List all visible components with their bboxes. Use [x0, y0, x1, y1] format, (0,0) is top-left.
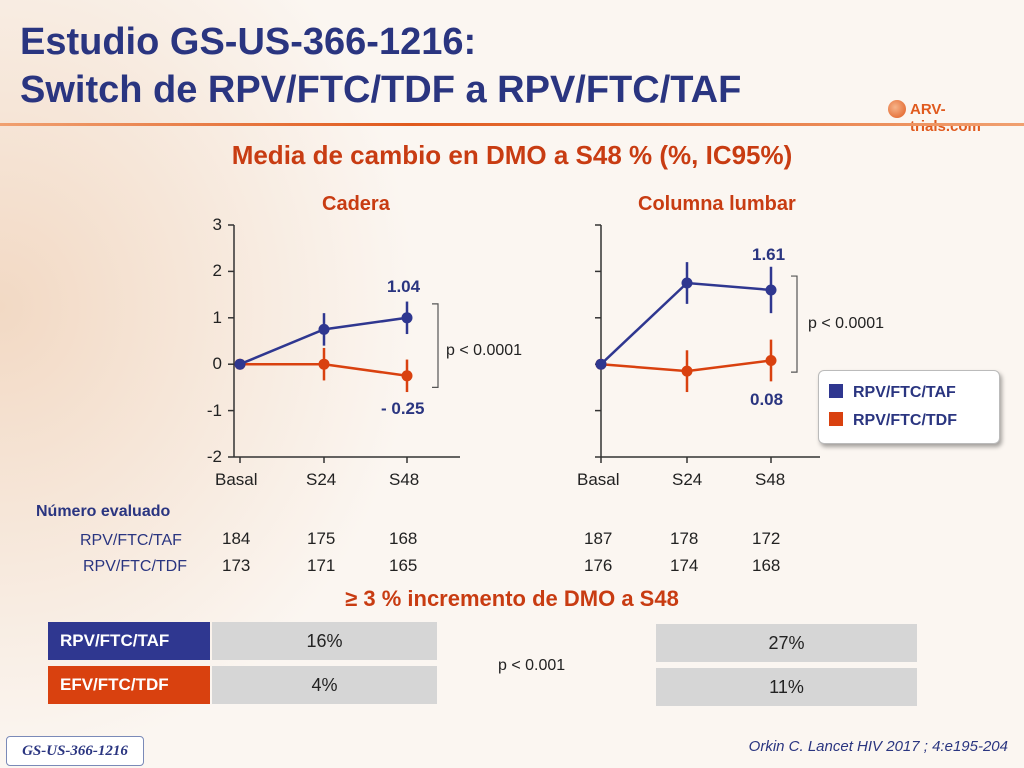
x-tick-lumbar-basal: Basal — [577, 470, 620, 489]
numbers-header: Número evaluado — [36, 503, 171, 520]
legend-item-taf: RPV/FTC/TAF — [829, 384, 956, 402]
data-label-lumbar-tdf: 0.08 — [750, 390, 784, 409]
lumbar-point-tdf — [681, 365, 693, 377]
increment-cadera-efv: 4% — [212, 666, 437, 704]
lumbar-point-taf — [765, 284, 777, 296]
study-badge: GS-US-366-1216 — [6, 736, 144, 766]
pvalue-lumbar: p < 0.0001 — [808, 315, 885, 332]
y-tick-label: 0 — [212, 354, 222, 374]
logo-text: ARV-trials.com — [910, 101, 981, 135]
citation: Orkin C. Lancet HIV 2017 ; 4:e195-204 — [748, 738, 1008, 755]
lumbar-point-taf — [681, 277, 693, 289]
cadera-point-taf — [234, 358, 246, 370]
n-lumbar-taf-basal: 187 — [584, 529, 613, 548]
logo-mark-icon — [888, 100, 906, 118]
increment-row-efv-label: EFV/FTC/TDF — [48, 666, 210, 704]
panel-title-cadera: Cadera — [322, 193, 390, 215]
title-line-1: Estudio GS-US-366-1216: — [20, 21, 477, 63]
title-divider — [0, 123, 1024, 126]
lumbar-point-taf — [595, 358, 607, 370]
increment-title: ≥ 3 % incremento de DMO a S48 — [345, 586, 679, 611]
x-tick-lumbar-s24: S24 — [672, 470, 703, 489]
title-line-2: Switch de RPV/FTC/TDF a RPV/FTC/TAF — [20, 69, 742, 111]
cadera-point-taf — [318, 323, 330, 335]
y-tick-label: 3 — [212, 215, 222, 234]
x-tick-cadera-s24: S24 — [306, 470, 337, 489]
numbers-tdf-label: RPV/FTC/TDF — [83, 558, 187, 575]
lumbar-point-tdf — [765, 354, 777, 366]
arv-trials-logo: ARV-trials.com — [888, 96, 1013, 135]
x-tick-cadera-basal: Basal — [215, 470, 258, 489]
increment-pvalue: p < 0.001 — [498, 657, 566, 674]
data-label-lumbar-taf: 1.61 — [752, 245, 786, 264]
increment-cadera-taf: 16% — [212, 622, 437, 660]
n-cadera-taf-s48: 168 — [389, 529, 418, 548]
n-cadera-tdf-s48: 165 — [389, 556, 418, 575]
cadera-point-taf — [401, 312, 413, 324]
y-tick-label: -1 — [206, 400, 222, 420]
pvalue-cadera: p < 0.0001 — [446, 342, 523, 359]
increment-lumbar-efv: 11% — [656, 668, 917, 706]
data-label-cadera-taf: 1.04 — [387, 277, 421, 296]
lumbar-pvalue-bracket — [791, 275, 798, 373]
numbers-taf-label: RPV/FTC/TAF — [80, 532, 182, 549]
n-cadera-taf-basal: 184 — [222, 529, 251, 548]
n-lumbar-tdf-basal: 176 — [584, 556, 613, 575]
chart-legend: RPV/FTC/TAF RPV/FTC/TDF — [818, 370, 1000, 444]
y-tick-label: 2 — [212, 261, 222, 281]
n-cadera-tdf-basal: 173 — [222, 556, 251, 575]
n-lumbar-taf-s48: 172 — [752, 529, 781, 548]
increment-row-taf-label: RPV/FTC/TAF — [48, 622, 210, 660]
n-cadera-tdf-s24: 171 — [307, 556, 336, 575]
chart-subtitle: Media de cambio en DMO a S48 % (%, IC95%… — [231, 140, 793, 170]
cadera-pvalue-bracket — [432, 303, 439, 388]
x-tick-lumbar-s48: S48 — [755, 470, 786, 489]
page-title: Estudio GS-US-366-1216: Switch de RPV/FT… — [20, 18, 741, 114]
legend-item-tdf: RPV/FTC/TDF — [829, 412, 957, 430]
n-lumbar-tdf-s48: 168 — [752, 556, 781, 575]
y-tick-label: 1 — [212, 307, 222, 327]
legend-swatch-tdf — [829, 412, 843, 426]
x-tick-cadera-s48: S48 — [389, 470, 420, 489]
increment-lumbar-taf: 27% — [656, 624, 917, 662]
n-lumbar-taf-s24: 178 — [670, 529, 699, 548]
n-lumbar-tdf-s24: 174 — [670, 556, 699, 575]
legend-label-tdf: RPV/FTC/TDF — [853, 412, 957, 429]
legend-swatch-taf — [829, 384, 843, 398]
y-tick-label: -2 — [206, 447, 222, 466]
data-label-cadera-tdf: - 0.25 — [381, 399, 425, 418]
n-cadera-taf-s24: 175 — [307, 529, 336, 548]
cadera-point-tdf — [401, 370, 413, 382]
cadera-point-tdf — [318, 358, 330, 370]
legend-label-taf: RPV/FTC/TAF — [853, 384, 956, 401]
panel-title-lumbar: Columna lumbar — [638, 193, 796, 215]
